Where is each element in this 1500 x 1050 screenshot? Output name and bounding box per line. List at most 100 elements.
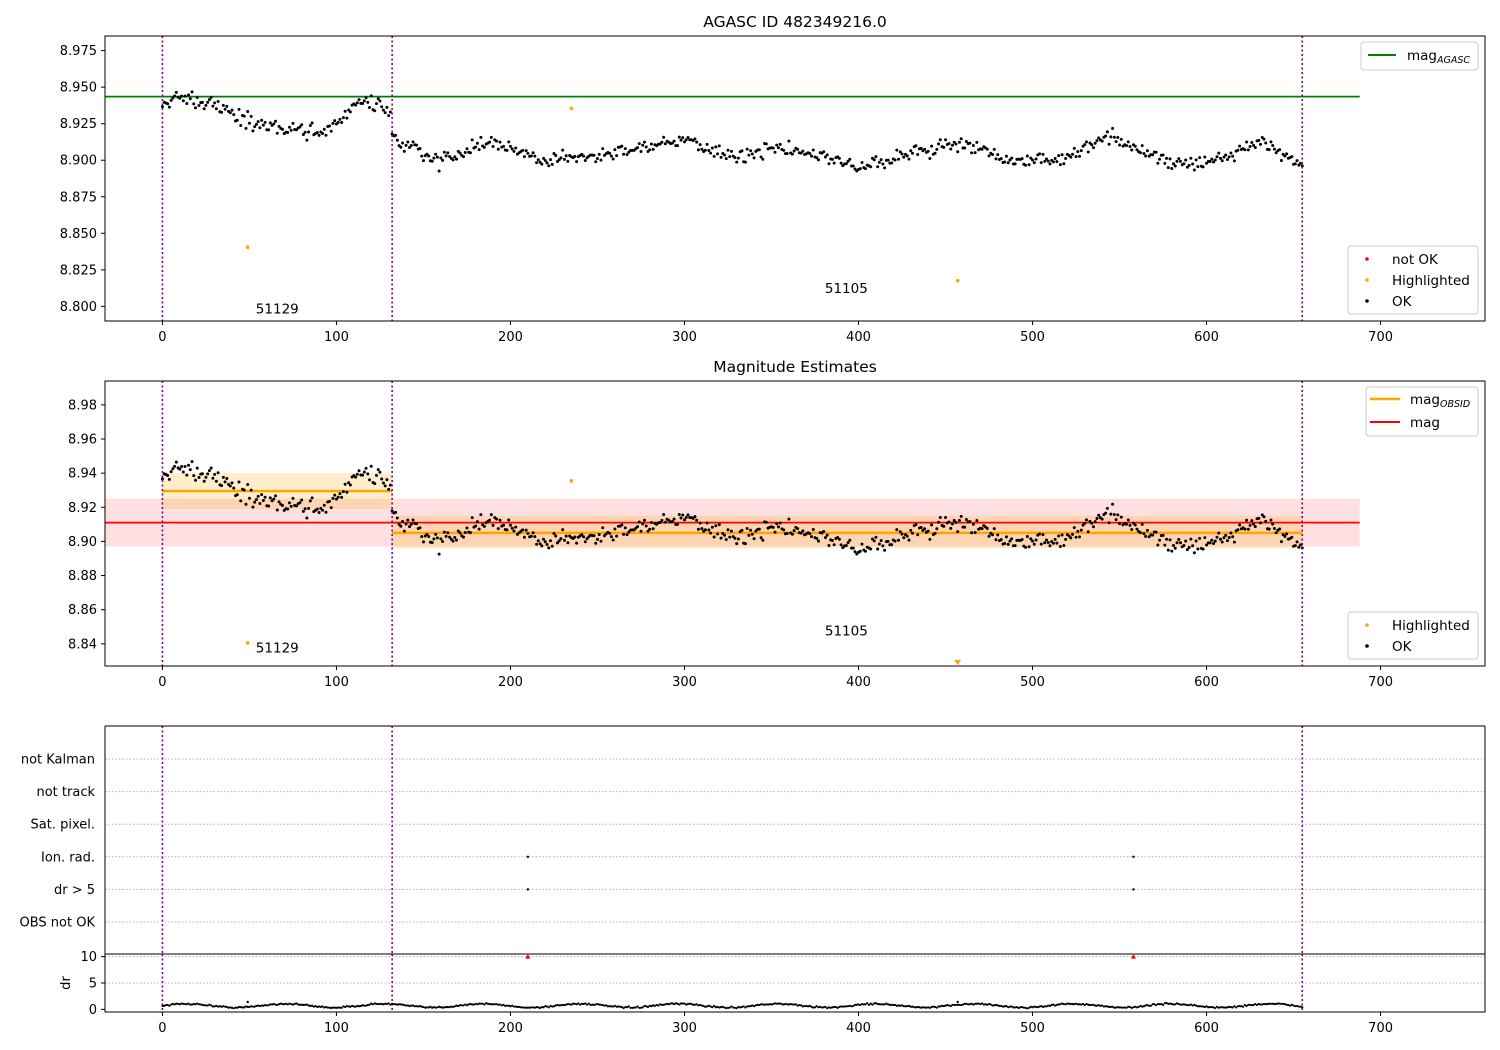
dr-point xyxy=(286,1003,289,1006)
ok-point xyxy=(676,522,680,526)
ok-point xyxy=(1093,141,1097,145)
dr-point xyxy=(431,1006,434,1009)
mid-obs-label: 51105 xyxy=(825,623,868,639)
ok-point xyxy=(1264,519,1268,523)
dr-point xyxy=(805,1004,808,1008)
dr-xtick-label: 400 xyxy=(846,1021,871,1036)
dr-point xyxy=(1224,1006,1227,1009)
ok-point xyxy=(907,157,911,161)
dr-point xyxy=(641,1006,644,1009)
dr-point xyxy=(272,1002,275,1006)
dr-point xyxy=(540,1005,543,1009)
ok-point xyxy=(707,528,711,532)
ok-point xyxy=(455,538,459,542)
flag-category-label: not Kalman xyxy=(21,753,95,768)
dr-point xyxy=(528,1006,531,1009)
ok-point xyxy=(275,131,279,135)
ok-point xyxy=(595,537,599,541)
ok-point xyxy=(244,126,248,130)
dr-point xyxy=(497,1003,500,1006)
dr-point xyxy=(1175,1002,1179,1005)
ok-point xyxy=(872,158,876,162)
ok-point xyxy=(1105,130,1109,134)
dr-point xyxy=(747,1005,750,1008)
dr-point xyxy=(397,1003,401,1006)
ok-point xyxy=(910,151,914,155)
dr-point xyxy=(455,1004,458,1007)
ok-point xyxy=(1156,543,1160,547)
ok-point xyxy=(959,514,963,518)
dr-point xyxy=(570,1003,573,1006)
ok-point xyxy=(583,540,587,544)
ok-point xyxy=(844,162,848,166)
ok-point xyxy=(502,144,506,148)
ok-point xyxy=(649,521,653,525)
ok-point xyxy=(933,531,937,535)
ok-point xyxy=(242,488,246,492)
ok-point xyxy=(848,538,852,542)
dr-point xyxy=(953,1003,956,1007)
ok-point xyxy=(677,135,681,139)
ok-point xyxy=(399,524,403,528)
ok-point xyxy=(1192,168,1196,172)
ok-point xyxy=(810,535,814,539)
ok-point xyxy=(482,145,486,149)
ok-point xyxy=(1231,535,1235,539)
ok-point xyxy=(597,152,601,156)
dr-point xyxy=(1242,1005,1245,1008)
dr-point xyxy=(1208,1005,1212,1009)
ok-point xyxy=(187,93,191,97)
dr-point xyxy=(342,1005,345,1008)
ok-point xyxy=(858,167,862,171)
ok-point xyxy=(488,518,492,522)
dr-point xyxy=(561,1003,564,1007)
dr-point xyxy=(185,1003,188,1006)
ok-point xyxy=(216,471,220,475)
flag-point xyxy=(1132,888,1135,891)
dr-point xyxy=(523,1006,526,1009)
dr-point xyxy=(913,1006,916,1009)
top-ytick-label: 8.950 xyxy=(60,81,97,96)
dr-point xyxy=(243,1006,246,1009)
dr-point xyxy=(1163,1002,1166,1005)
ok-point xyxy=(1297,163,1301,167)
ok-point xyxy=(303,130,307,134)
dr-point xyxy=(404,1004,408,1007)
dr-xtick-label: 200 xyxy=(498,1021,523,1036)
ok-point xyxy=(968,519,972,523)
ok-point xyxy=(1116,513,1120,517)
ok-point xyxy=(268,496,272,500)
ok-point xyxy=(735,542,739,546)
dr-point xyxy=(721,1005,724,1008)
ok-point xyxy=(361,473,365,477)
dr-point xyxy=(840,1005,843,1008)
ok-point xyxy=(531,151,535,155)
ok-point xyxy=(1198,536,1202,540)
dr-point xyxy=(401,1003,404,1006)
dr-point xyxy=(264,1004,267,1007)
ok-point xyxy=(1024,545,1028,549)
ok-point xyxy=(705,142,709,146)
top-obs-label: 51105 xyxy=(825,281,868,297)
ok-point xyxy=(1158,157,1162,161)
ok-point xyxy=(1138,531,1142,535)
dr-point xyxy=(753,1005,756,1008)
ok-point xyxy=(1140,144,1144,148)
ok-point xyxy=(232,113,236,117)
ok-point xyxy=(994,157,998,161)
ok-point xyxy=(1048,162,1052,166)
ok-point xyxy=(395,516,399,520)
dr-point xyxy=(1184,1003,1187,1006)
dr-point xyxy=(225,1005,228,1009)
dr-point xyxy=(970,1002,973,1005)
ok-point xyxy=(178,467,182,471)
dr-point xyxy=(681,1002,684,1005)
ok-point xyxy=(796,147,800,151)
ok-point xyxy=(1025,154,1029,158)
ok-point xyxy=(642,518,646,522)
dr-point xyxy=(267,1004,270,1007)
legend-swatch xyxy=(1365,278,1369,282)
ok-point xyxy=(1166,548,1170,552)
mid-xtick-label: 300 xyxy=(672,675,697,690)
ok-point xyxy=(957,140,961,144)
